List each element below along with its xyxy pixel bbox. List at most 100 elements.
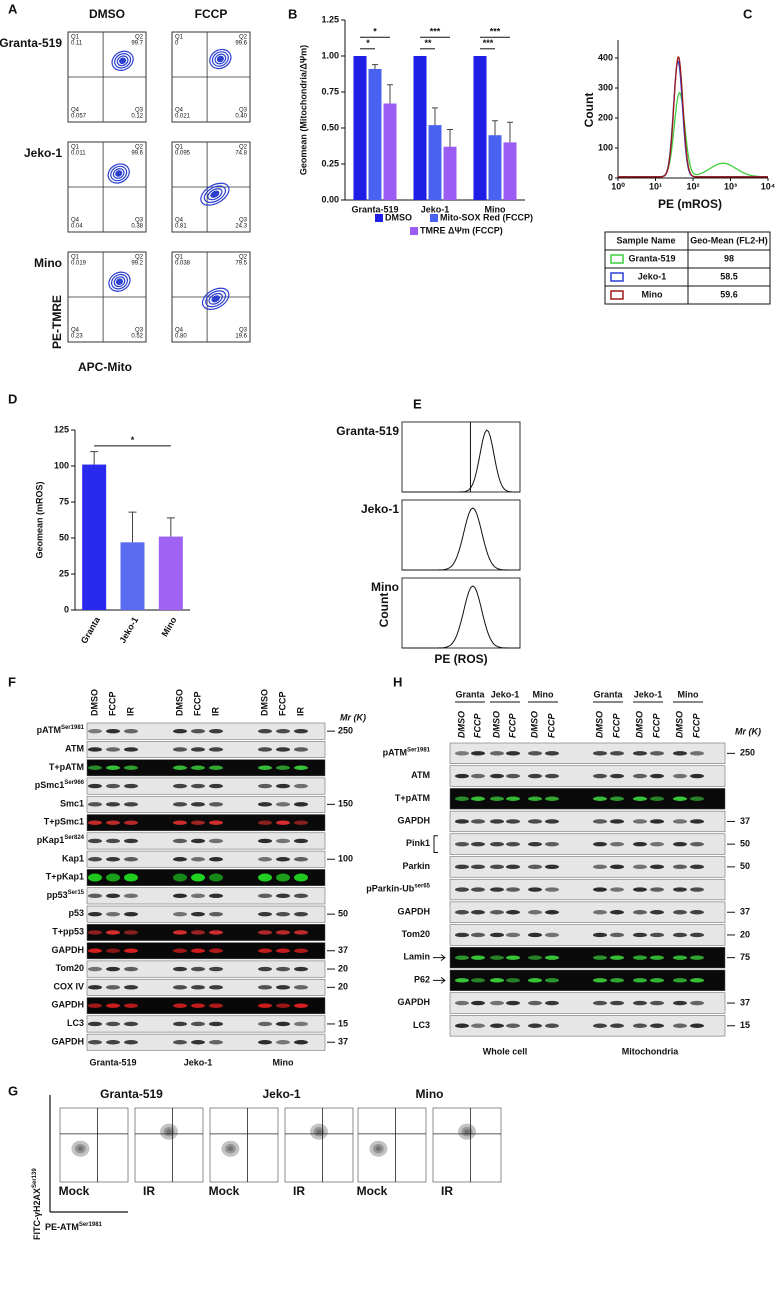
panel-label: D	[8, 391, 17, 406]
error-line	[90, 451, 99, 465]
x-axis-label-main: PE-ATM	[45, 1222, 79, 1232]
blot-band	[610, 751, 624, 756]
row-label: ATM	[411, 770, 430, 780]
blot-band	[471, 751, 485, 756]
blot-band	[506, 864, 520, 870]
row-label: p53	[68, 909, 84, 919]
blot-band	[258, 930, 272, 935]
row-label-sup: ser65	[414, 883, 430, 889]
blot-band	[545, 1000, 559, 1006]
row-label: T+pp53	[52, 927, 84, 937]
blot-band	[673, 932, 687, 938]
blot-band	[88, 747, 102, 752]
blot-band	[191, 873, 205, 882]
blot-band	[490, 841, 504, 847]
blot-band	[209, 838, 223, 844]
blot-band	[471, 1023, 485, 1028]
blot-band	[545, 887, 559, 892]
blot-band	[106, 747, 120, 752]
blot-band	[610, 819, 624, 824]
histogram-curve	[402, 585, 520, 649]
row-label-main: GAPDH	[51, 1000, 84, 1010]
row-label: Tom20	[402, 929, 430, 939]
y-tick-label: 0.00	[321, 194, 339, 204]
y-axis-label: PE-TMRE	[50, 295, 64, 349]
blot-band	[106, 911, 120, 917]
row-label: T+pATM	[49, 762, 84, 772]
blot-band	[490, 773, 504, 779]
legend-label: DMSO	[385, 212, 412, 222]
blot-band	[633, 978, 647, 983]
bar	[368, 68, 382, 201]
blot-band	[106, 1003, 120, 1008]
row-label: Jeko-1	[24, 146, 62, 160]
row-label: P62	[414, 975, 430, 985]
blot-band	[191, 765, 205, 770]
blot-band	[506, 751, 520, 756]
blot-band	[690, 819, 704, 824]
blot-band	[650, 955, 664, 960]
lane-label: FCCP	[107, 692, 117, 717]
quadrant-name: Q2	[239, 35, 248, 41]
blot-band	[258, 1021, 272, 1027]
row-label: Lamin	[403, 952, 430, 962]
color-key	[610, 290, 624, 300]
y-tick-label: 25	[59, 568, 69, 578]
contour	[112, 168, 125, 179]
color-key	[610, 254, 624, 264]
histogram-curve	[618, 59, 768, 178]
blot-band	[88, 728, 102, 734]
blot-strip	[86, 741, 326, 758]
blot-band	[258, 838, 272, 844]
blot-band	[124, 765, 138, 770]
blot-band	[106, 966, 120, 972]
group-label: Granta	[593, 689, 623, 699]
blot-band	[633, 751, 647, 756]
group-label: Mino	[273, 1057, 294, 1067]
marker-title: Mr (K)	[340, 712, 366, 722]
error-bar	[90, 451, 99, 465]
quadrant-name: Q4	[175, 328, 184, 334]
group-label: Jeko-1	[184, 1057, 213, 1067]
blot-strip	[86, 924, 326, 941]
blot-band	[633, 910, 647, 915]
density	[221, 1140, 240, 1157]
blot-band	[124, 838, 138, 844]
blot-band	[88, 930, 102, 935]
blot-band	[106, 930, 120, 935]
error-line	[372, 64, 378, 69]
blot-band	[276, 857, 290, 862]
blot-band	[276, 783, 290, 789]
row-label-main: T+pKap1	[46, 872, 84, 882]
blot-band	[173, 1040, 187, 1045]
row-label-main: pp53	[47, 890, 68, 900]
blot-band	[506, 841, 520, 847]
row-label-main: T+pp53	[52, 927, 84, 937]
row-label: Kap1	[62, 854, 84, 864]
blot-band	[673, 796, 687, 801]
blot-band	[191, 1021, 205, 1027]
blot-band	[690, 1000, 704, 1006]
bar	[158, 536, 183, 610]
blot-band	[455, 751, 469, 756]
legend-swatch	[430, 214, 438, 222]
blot-band	[545, 864, 559, 870]
y-axis-label: Count	[377, 593, 391, 628]
blot-band	[690, 1023, 704, 1028]
blot-band	[294, 966, 308, 972]
blot-band	[455, 773, 469, 779]
row-label: pATMSer1981	[383, 747, 431, 758]
blot-band	[471, 932, 485, 938]
quadrant-value: 99.7	[131, 41, 143, 47]
row-label-main: T+pATM	[49, 762, 84, 772]
blot-band	[106, 985, 120, 990]
y-tick-label: 0.25	[321, 158, 339, 168]
lane-label: DMSO	[174, 689, 184, 716]
density	[375, 1146, 382, 1152]
quadrant-name: Q3	[135, 328, 144, 334]
lane-label: FCCP	[472, 713, 482, 738]
blot-band	[191, 930, 205, 935]
blot-band	[124, 820, 138, 825]
row-label: Mino	[34, 256, 62, 270]
